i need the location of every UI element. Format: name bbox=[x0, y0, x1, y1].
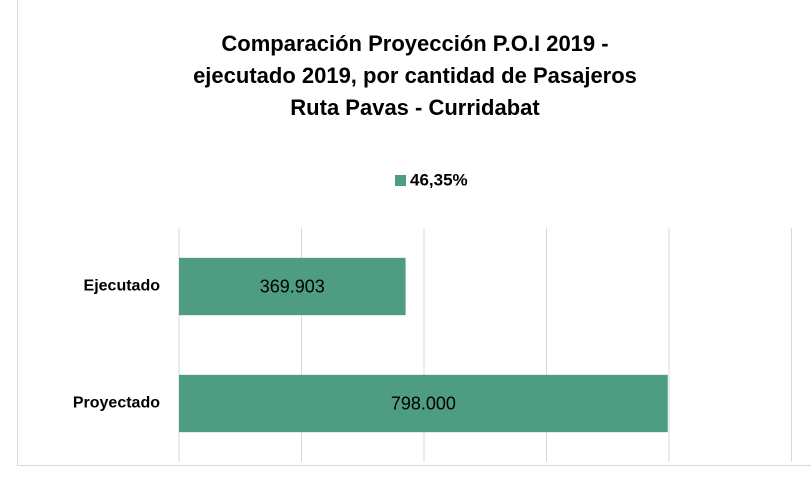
y-tick-label: Ejecutado bbox=[84, 278, 161, 295]
y-tick-label: Proyectado bbox=[73, 395, 160, 412]
chart-title: Comparación Proyección P.O.I 2019 - bbox=[221, 31, 608, 56]
bar bbox=[179, 374, 668, 433]
data-label: 369.903 bbox=[260, 276, 325, 296]
data-label: 798.000 bbox=[391, 393, 456, 413]
chart-title: Ruta Pavas - Curridabat bbox=[290, 95, 540, 120]
legend-label: 46,35% bbox=[410, 170, 468, 189]
chart-title: ejecutado 2019, por cantidad de Pasajero… bbox=[193, 63, 637, 88]
legend-swatch bbox=[395, 175, 406, 186]
bar bbox=[179, 257, 406, 316]
